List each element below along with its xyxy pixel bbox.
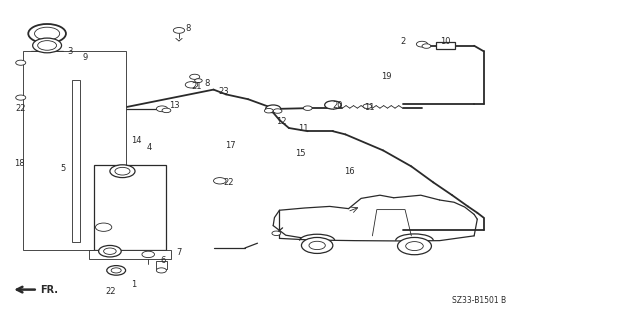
Text: 4: 4 <box>146 143 151 152</box>
Text: 8: 8 <box>204 79 210 88</box>
Circle shape <box>272 231 281 236</box>
Circle shape <box>185 82 198 88</box>
Text: 23: 23 <box>219 87 229 96</box>
Text: 22: 22 <box>223 178 234 187</box>
Text: 15: 15 <box>295 149 306 158</box>
Bar <box>156 261 167 269</box>
Circle shape <box>266 105 281 113</box>
Text: 7: 7 <box>176 248 181 257</box>
Circle shape <box>104 248 116 254</box>
Circle shape <box>156 106 168 112</box>
Text: 12: 12 <box>276 117 287 126</box>
Circle shape <box>156 268 166 273</box>
Text: 5: 5 <box>60 164 65 172</box>
Circle shape <box>301 237 333 253</box>
Circle shape <box>115 167 130 175</box>
Circle shape <box>195 79 202 83</box>
Text: 1: 1 <box>131 280 136 289</box>
Text: SZ33-B1501 B: SZ33-B1501 B <box>452 296 506 305</box>
Text: 6: 6 <box>161 256 166 265</box>
Text: 11: 11 <box>298 124 309 132</box>
Text: 14: 14 <box>131 136 141 145</box>
Text: 2: 2 <box>401 37 406 46</box>
Circle shape <box>38 41 57 50</box>
Circle shape <box>190 74 200 79</box>
Circle shape <box>110 165 135 178</box>
Text: 10: 10 <box>440 37 450 46</box>
Circle shape <box>28 24 66 43</box>
Circle shape <box>142 251 154 258</box>
Circle shape <box>363 104 372 108</box>
Circle shape <box>214 178 226 184</box>
Circle shape <box>16 95 26 100</box>
Circle shape <box>95 223 112 231</box>
Text: 11: 11 <box>364 103 375 112</box>
Circle shape <box>33 38 62 53</box>
Text: 22: 22 <box>106 287 116 296</box>
Text: 19: 19 <box>381 72 392 81</box>
Text: 20: 20 <box>333 101 344 110</box>
Text: 18: 18 <box>14 159 24 168</box>
Text: 16: 16 <box>344 167 355 176</box>
Circle shape <box>111 268 121 273</box>
Circle shape <box>16 60 26 65</box>
Text: 9: 9 <box>82 53 87 62</box>
Circle shape <box>422 44 431 48</box>
Circle shape <box>309 241 325 250</box>
Circle shape <box>303 106 312 110</box>
Text: 22: 22 <box>16 104 26 113</box>
Circle shape <box>406 242 423 251</box>
Bar <box>63 58 70 66</box>
Circle shape <box>99 245 121 257</box>
Circle shape <box>264 108 273 113</box>
Text: 13: 13 <box>170 101 180 110</box>
Text: FR.: FR. <box>40 284 58 295</box>
Circle shape <box>325 101 341 109</box>
Text: 17: 17 <box>225 141 236 150</box>
Circle shape <box>398 237 431 255</box>
Bar <box>89 250 171 259</box>
Circle shape <box>162 108 171 113</box>
Bar <box>31 51 63 72</box>
Bar <box>436 42 455 49</box>
Circle shape <box>416 41 428 47</box>
Text: 8: 8 <box>185 24 191 33</box>
Text: 3: 3 <box>67 47 73 56</box>
Bar <box>94 165 166 250</box>
Circle shape <box>35 27 60 40</box>
Circle shape <box>173 28 185 33</box>
Bar <box>24 58 31 66</box>
Circle shape <box>107 266 126 275</box>
Bar <box>23 51 126 250</box>
Text: 21: 21 <box>192 82 202 91</box>
Circle shape <box>273 109 282 113</box>
Bar <box>72 80 80 242</box>
